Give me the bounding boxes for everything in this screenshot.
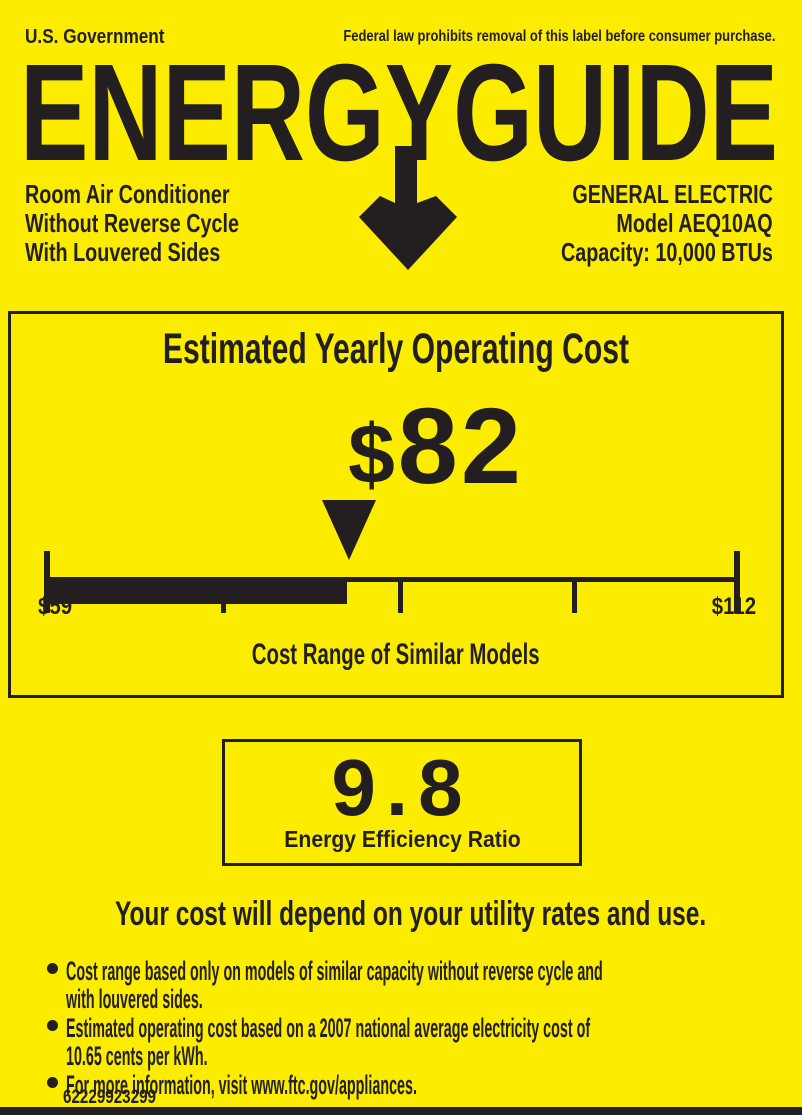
product-line: With Louvered Sides xyxy=(25,237,221,267)
footnote-text: Estimated operating cost based on a 2007… xyxy=(66,1013,591,1043)
product-line: Without Reverse Cycle xyxy=(25,208,239,238)
footnote-text: 10.65 cents per kWh. xyxy=(66,1041,208,1071)
capacity: Capacity: 10,000 BTUs xyxy=(561,237,773,267)
eer-box: 9.8 Energy Efficiency Ratio xyxy=(222,739,582,866)
scale-tick xyxy=(572,579,577,613)
operating-cost-box: Estimated Yearly Operating Cost $82 $59 … xyxy=(8,311,784,698)
footnote-text: For more information, visit www.ftc.gov/… xyxy=(66,1070,417,1100)
scale-endbar-right xyxy=(734,551,740,613)
footnote-item: For more information, visit www.ftc.gov/… xyxy=(47,1071,802,1099)
footnote-text: Cost range based only on models of simil… xyxy=(66,956,603,986)
down-arrow-icon xyxy=(359,146,457,270)
scale-endbar-left xyxy=(44,551,50,613)
bullet-icon xyxy=(47,1077,58,1088)
us-government-label: U.S. Government xyxy=(25,26,165,48)
cost-scale-line xyxy=(47,577,737,582)
scale-min-label: $59 xyxy=(38,593,73,620)
bullet-icon xyxy=(47,963,58,974)
us-government-text: U.S. Government xyxy=(25,27,187,47)
footnote-text: with louvered sides. xyxy=(66,984,203,1014)
product-description: Room Air Conditioner Without Reverse Cyc… xyxy=(25,180,307,267)
cost-marker-icon xyxy=(322,500,376,560)
scale-tick xyxy=(398,579,403,613)
bottom-rule xyxy=(0,1107,802,1115)
cost-range-caption: Cost Range of Similar Models xyxy=(252,638,540,671)
operating-cost-heading: Estimated Yearly Operating Cost xyxy=(162,325,630,373)
bullet-icon xyxy=(47,1020,58,1031)
federal-notice: Federal law prohibits removal of this la… xyxy=(242,29,775,45)
currency-symbol: $ xyxy=(348,407,398,501)
eer-label: Energy Efficiency Ratio xyxy=(283,826,521,852)
footnote-item: Cost range based only on models of simil… xyxy=(47,957,802,1013)
manufacturer-name: GENERAL ELECTRIC xyxy=(572,179,773,209)
cost-scale-filled-bar xyxy=(47,577,347,604)
label-number: 62229923299 xyxy=(63,1087,156,1108)
footnote-item: Estimated operating cost based on a 2007… xyxy=(47,1014,802,1070)
cost-disclaimer-headline: Your cost will depend on your utility ra… xyxy=(114,895,707,933)
operating-cost-amount: $82 xyxy=(11,392,781,508)
product-line: Room Air Conditioner xyxy=(25,179,230,209)
model-number: Model AEQ10AQ xyxy=(616,208,773,238)
scale-tick xyxy=(221,579,226,613)
scale-max-label: $112 xyxy=(711,593,756,620)
manufacturer-info: GENERAL ELECTRIC Model AEQ10AQ Capacity:… xyxy=(494,180,773,267)
eer-value: 9.8 xyxy=(331,743,473,832)
federal-notice-text: Federal law prohibits removal of this la… xyxy=(342,28,775,45)
footnotes-list: Cost range based only on models of simil… xyxy=(47,957,802,1100)
cost-value: 82 xyxy=(397,385,524,506)
